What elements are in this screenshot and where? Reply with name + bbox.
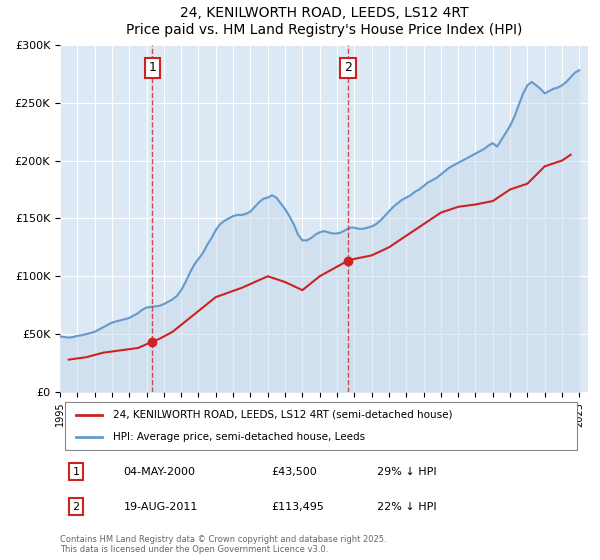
Title: 24, KENILWORTH ROAD, LEEDS, LS12 4RT
Price paid vs. HM Land Registry's House Pri: 24, KENILWORTH ROAD, LEEDS, LS12 4RT Pri…: [126, 7, 522, 37]
Text: HPI: Average price, semi-detached house, Leeds: HPI: Average price, semi-detached house,…: [113, 432, 365, 442]
Text: 22% ↓ HPI: 22% ↓ HPI: [377, 502, 436, 512]
Text: 2: 2: [72, 502, 79, 512]
Text: Contains HM Land Registry data © Crown copyright and database right 2025.
This d: Contains HM Land Registry data © Crown c…: [60, 535, 386, 554]
Text: 24, KENILWORTH ROAD, LEEDS, LS12 4RT (semi-detached house): 24, KENILWORTH ROAD, LEEDS, LS12 4RT (se…: [113, 409, 452, 419]
Text: 19-AUG-2011: 19-AUG-2011: [124, 502, 198, 512]
FancyBboxPatch shape: [65, 402, 577, 450]
Text: 29% ↓ HPI: 29% ↓ HPI: [377, 467, 436, 477]
Text: 1: 1: [149, 62, 157, 74]
Text: 2: 2: [344, 62, 352, 74]
Text: 04-MAY-2000: 04-MAY-2000: [124, 467, 196, 477]
Text: 1: 1: [73, 467, 79, 477]
Text: £43,500: £43,500: [271, 467, 317, 477]
Text: £113,495: £113,495: [271, 502, 324, 512]
